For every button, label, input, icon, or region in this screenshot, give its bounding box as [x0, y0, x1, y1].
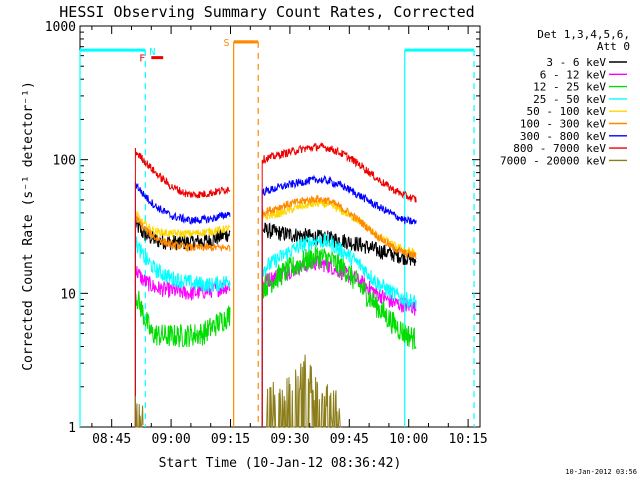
x-tick-label: 08:45 — [92, 432, 131, 447]
x-tick-label: 09:15 — [211, 432, 250, 447]
axis-ticks — [80, 26, 480, 428]
flag-label: S — [223, 38, 229, 49]
series-line — [261, 195, 417, 427]
x-tick-label: 10:15 — [449, 432, 488, 447]
y-tick-label: 100 — [53, 154, 76, 169]
y-tick-label: 10 — [60, 287, 76, 302]
x-tick-label: 09:30 — [270, 432, 309, 447]
x-tick-label: 09:45 — [330, 432, 369, 447]
y-tick-label: 1000 — [45, 20, 76, 35]
flag-annotations: FN S — [139, 38, 255, 65]
y-tick-label: 1 — [68, 421, 76, 436]
legend-entry-label: 6 - 12 keV — [540, 68, 607, 81]
series-line — [261, 174, 417, 427]
flag-label: F — [139, 54, 145, 65]
series-line — [134, 290, 231, 427]
legend-entry-label: 300 - 800 keV — [520, 130, 606, 143]
legend-entry-label: 800 - 7000 keV — [513, 142, 606, 155]
series-line — [134, 214, 231, 427]
chart-title: HESSI Observing Summary Count Rates, Cor… — [59, 3, 474, 21]
legend-entry-label: 3 - 6 keV — [546, 56, 606, 69]
legend-header-line2: Att 0 — [597, 40, 630, 53]
series-line — [261, 244, 417, 427]
attenuator-intervals — [79, 40, 475, 427]
legend-header-line1: Det 1,3,4,5,6, — [537, 28, 630, 41]
series-line — [266, 354, 342, 428]
legend-entry-label: 100 - 300 keV — [520, 118, 606, 131]
legend-entry-label: 12 - 25 keV — [533, 81, 606, 94]
x-axis-label: Start Time (10-Jan-12 08:36:42) — [159, 456, 402, 471]
flag-label: N — [149, 47, 155, 58]
series-lines — [134, 141, 417, 429]
legend-entry-label: 7000 - 20000 keV — [500, 154, 606, 167]
x-tick-label: 10:00 — [389, 432, 428, 447]
series-line — [134, 181, 231, 427]
series-line — [134, 217, 231, 427]
series-line — [134, 395, 144, 429]
legend-entry-label: 25 - 50 keV — [533, 93, 606, 106]
legend-entry-label: 50 - 100 keV — [527, 105, 607, 118]
x-tick-label: 09:00 — [152, 432, 191, 447]
y-axis-label: Corrected Count Rate (s⁻¹ detector⁻¹) — [21, 81, 36, 371]
x-tick-labels: 08:45 09:00 09:15 09:30 09:45 10:00 10:15 — [92, 432, 488, 447]
series-line — [134, 147, 231, 427]
y-tick-labels: 1 10 100 1000 — [45, 20, 76, 436]
generation-timestamp: 10-Jan-2012 03:56 — [565, 468, 637, 476]
series-line — [261, 233, 417, 427]
series-line — [134, 236, 231, 427]
series-line — [261, 222, 417, 427]
series-line — [261, 141, 417, 427]
